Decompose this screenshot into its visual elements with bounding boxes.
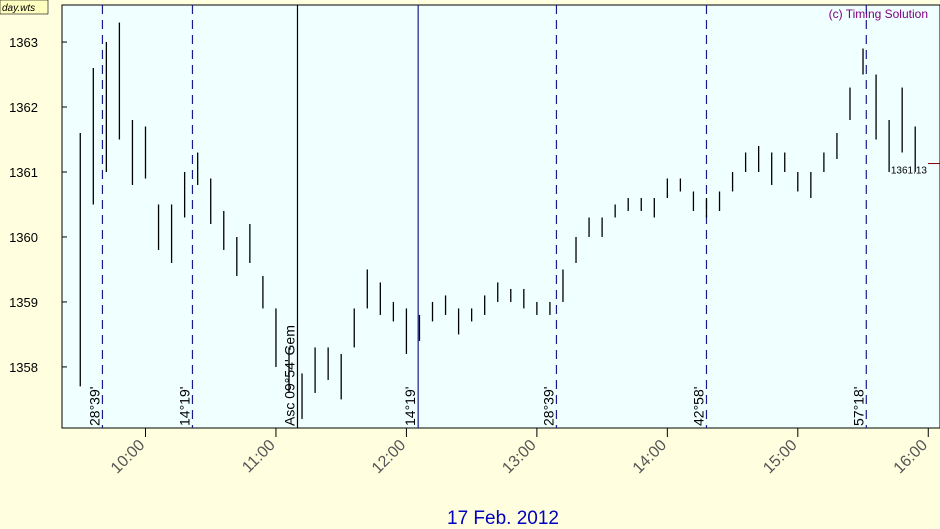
y-tick-label: 1358 (9, 360, 38, 375)
y-tick-label: 1362 (9, 100, 38, 115)
file-label: day.wts (2, 3, 35, 14)
file-tab (0, 0, 49, 15)
event-label: 42°58' (690, 387, 706, 426)
event-label: 28°39' (86, 387, 102, 426)
event-label: 14°19' (176, 387, 192, 426)
y-tick-label: 1363 (9, 35, 38, 50)
date-label: 17 Feb. 2012 (447, 508, 559, 529)
y-tick-label: 1361 (9, 165, 38, 180)
y-tick-label: 1360 (9, 230, 38, 245)
last-price-label: 1361.13 (891, 166, 928, 177)
copyright: (c) Timing Solution (829, 7, 928, 21)
y-tick-label: 1359 (9, 295, 38, 310)
event-label: 28°39' (540, 387, 556, 426)
event-label: 14°19' (402, 387, 418, 426)
event-label: 57°18' (850, 387, 866, 426)
plot-area (61, 4, 940, 429)
